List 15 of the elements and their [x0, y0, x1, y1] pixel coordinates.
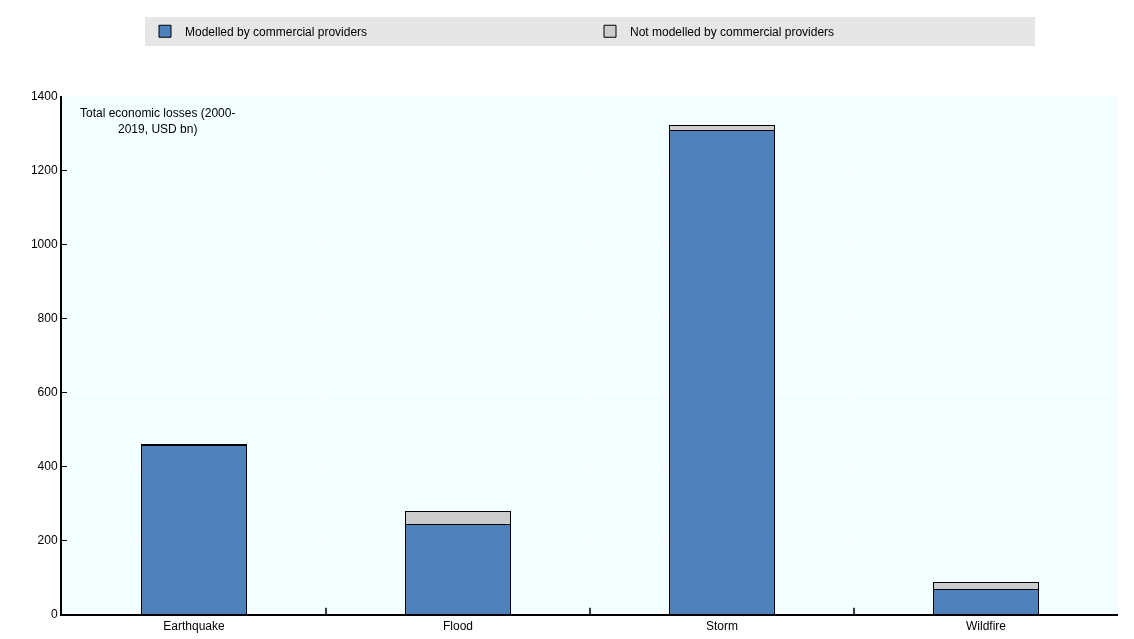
- y-tick-label: 800: [37, 311, 58, 326]
- x-tick-label: Storm: [705, 619, 739, 634]
- y-tick-label: 400: [37, 459, 58, 474]
- y-tick-label: 1200: [30, 163, 58, 178]
- x-tick-label: Earthquake: [163, 619, 226, 634]
- legend-label: Modelled by commercial providers: [185, 24, 368, 39]
- y-tick-label: 600: [37, 385, 58, 400]
- x-tick-label: Flood: [442, 619, 474, 634]
- x-tick-label: Wildfire: [965, 619, 1007, 634]
- legend-label: Not modelled by commercial providers: [630, 24, 835, 39]
- annotation: Total economic losses (2000-2019, USD bn): [80, 106, 236, 136]
- y-tick-label: 1400: [30, 89, 58, 104]
- y-tick-label: 0: [50, 607, 58, 622]
- y-tick-label: 1000: [30, 237, 58, 252]
- y-tick-label: 200: [37, 533, 58, 548]
